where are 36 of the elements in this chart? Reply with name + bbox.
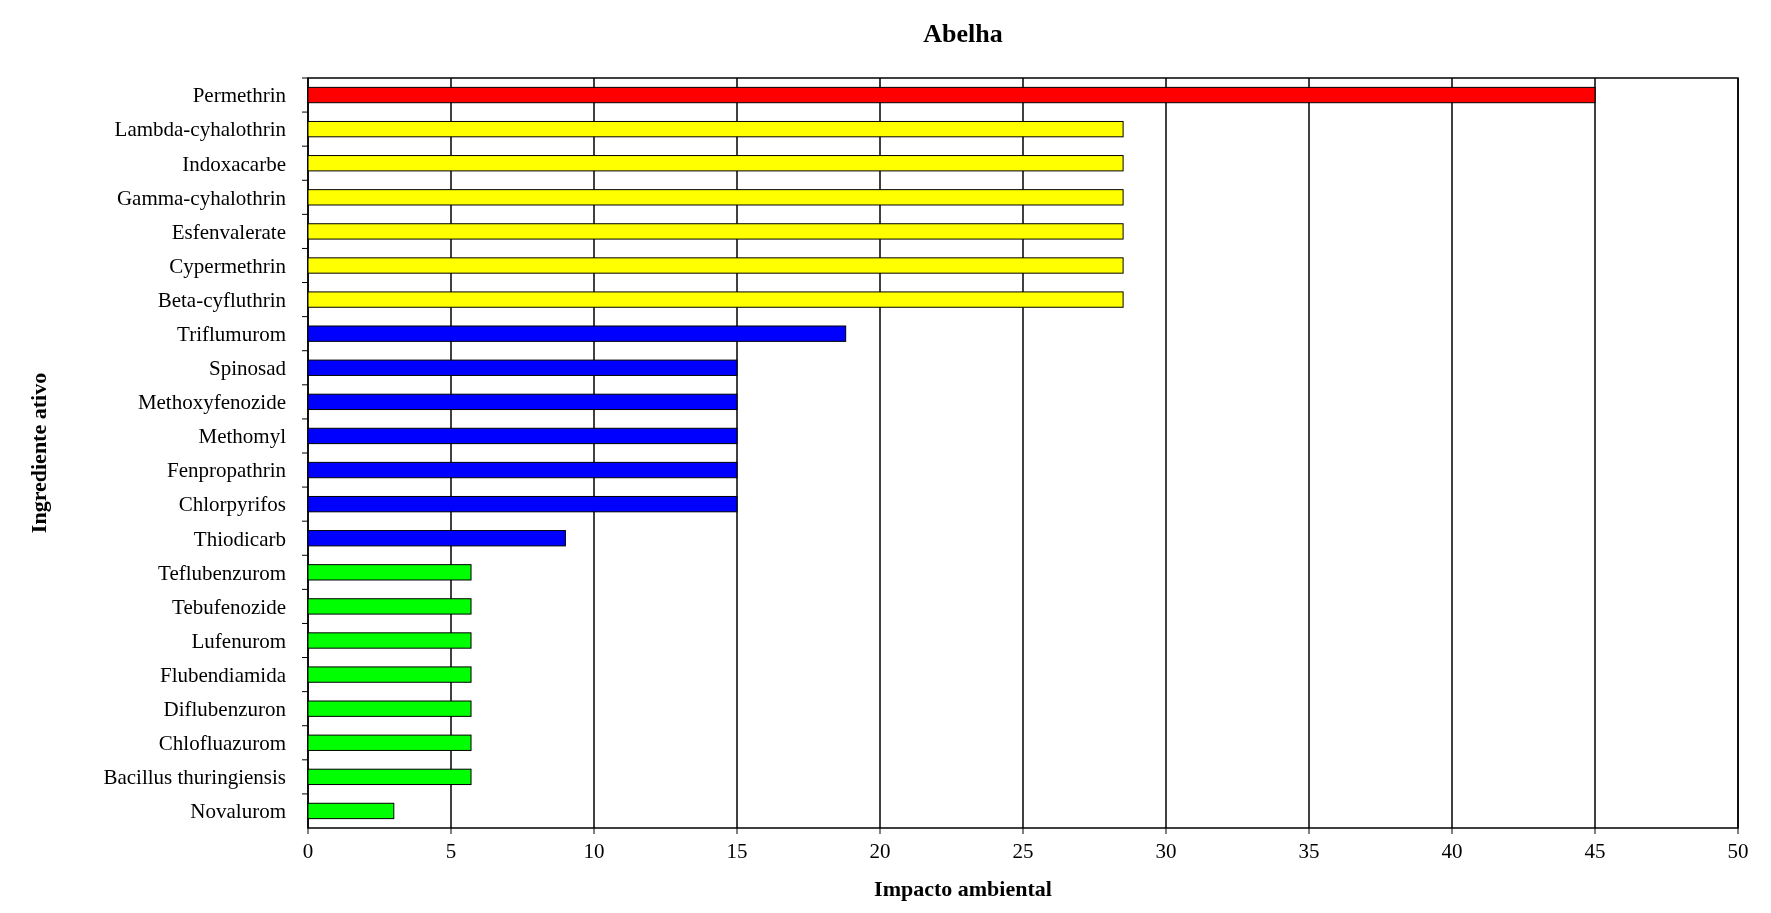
chart-title: Abelha xyxy=(923,19,1003,48)
x-tick-label: 30 xyxy=(1155,839,1177,863)
x-tick-label: 35 xyxy=(1298,839,1320,863)
y-tick-label: Fenpropathrin xyxy=(167,458,287,483)
y-tick-label: Bacillus thuringiensis xyxy=(103,765,286,790)
y-tick-label: Permethrin xyxy=(192,83,287,108)
y-tick-label: Thiodicarb xyxy=(193,526,286,551)
y-tick-label: Flubendiamida xyxy=(160,662,287,687)
y-tick-label: Tebufenozide xyxy=(172,594,286,619)
y-tick-label: Methoxyfenozide xyxy=(137,390,286,415)
y-tick-label: Gamma-cyhalothrin xyxy=(116,185,287,210)
y-tick-label: Spinosad xyxy=(208,356,287,381)
y-tick-label: Lambda-cyhalothrin xyxy=(114,117,287,142)
x-tick-label: 10 xyxy=(583,839,605,863)
y-axis-title: Ingrediente ativo xyxy=(26,372,51,534)
y-tick-label: Indoxacarbe xyxy=(182,151,286,176)
y-tick-label: Beta-cyfluthrin xyxy=(157,287,287,312)
y-tick-label: Triflumurom xyxy=(177,322,286,347)
y-tick-label: Chlorpyrifos xyxy=(178,492,286,517)
x-tick-label: 45 xyxy=(1584,839,1606,863)
y-tick-label: Diflubenzuron xyxy=(163,697,287,722)
x-tick-label: 50 xyxy=(1727,839,1749,863)
x-tick-label: 40 xyxy=(1441,839,1463,863)
y-tick-label: Cypermethrin xyxy=(169,253,287,278)
y-tick-label: Novalurom xyxy=(190,799,286,824)
y-tick-label: Esfenvalerate xyxy=(171,219,286,244)
x-tick-label: 20 xyxy=(869,839,891,863)
y-tick-label: Methomyl xyxy=(198,424,287,449)
y-tick-label: Lufenurom xyxy=(191,628,286,653)
x-tick-label: 0 xyxy=(302,839,314,863)
x-axis-title: Impacto ambiental xyxy=(874,876,1052,901)
x-tick-label: 25 xyxy=(1012,839,1034,863)
y-tick-label: Chlofluazurom xyxy=(158,731,286,756)
x-tick-label: 15 xyxy=(726,839,748,863)
x-tick-label: 5 xyxy=(445,839,457,863)
y-tick-label: Teflubenzurom xyxy=(158,560,286,585)
